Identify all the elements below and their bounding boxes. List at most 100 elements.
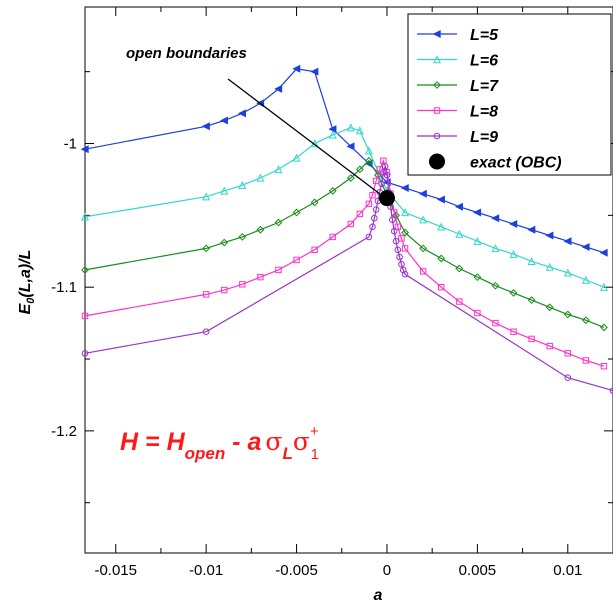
data-point — [401, 270, 409, 278]
data-point — [563, 237, 572, 246]
legend-label: L=8 — [470, 104, 498, 121]
data-point — [400, 184, 409, 193]
data-point — [455, 264, 464, 273]
data-point — [398, 260, 405, 268]
x-tick-label: -0.015 — [94, 562, 137, 579]
data-point — [609, 387, 613, 394]
data-point — [274, 165, 283, 174]
data-point — [219, 116, 228, 125]
data-point — [401, 245, 409, 252]
data-point — [545, 303, 554, 312]
legend-marker — [432, 29, 441, 39]
data-point — [436, 195, 445, 204]
data-point — [220, 238, 229, 247]
data-point — [401, 228, 409, 237]
data-point — [600, 323, 608, 332]
data-point — [473, 273, 482, 282]
data-point — [346, 123, 355, 132]
data-point — [509, 219, 518, 228]
data-point — [527, 225, 536, 234]
data-point — [202, 328, 210, 336]
data-point — [581, 275, 590, 284]
data-point — [81, 266, 89, 274]
data-point — [365, 233, 373, 241]
axis-ticks: -0.015 -0.01 -0.005 0 0.005 0.01 -1 -1.1 -1.2 — [51, 7, 613, 579]
data-point — [599, 248, 608, 257]
data-point — [581, 242, 590, 251]
data-point — [81, 312, 89, 320]
legend-marker — [433, 81, 441, 89]
data-point — [380, 157, 387, 164]
data-point — [509, 289, 518, 297]
data-point — [378, 180, 385, 188]
legend-label: L=5 — [470, 27, 499, 44]
data-point — [238, 232, 247, 241]
data-point — [392, 237, 400, 245]
data-point — [372, 206, 380, 213]
legend: L=5 L=6 L=7 L=8 L=9 exact (OBC) — [407, 13, 612, 176]
x-tick-label: 0 — [383, 562, 391, 579]
data-point — [492, 319, 499, 327]
data-point — [527, 296, 536, 305]
data-point — [257, 273, 264, 281]
data-point — [80, 212, 90, 221]
legend-box — [407, 13, 612, 176]
data-point — [80, 145, 89, 154]
data-point — [346, 174, 355, 182]
data-point — [364, 146, 373, 155]
data-point — [394, 246, 402, 254]
data-point — [369, 192, 376, 199]
data-point — [582, 357, 590, 364]
data-point — [239, 281, 246, 288]
plot-frame — [84, 6, 613, 554]
data-point — [221, 286, 228, 294]
data-point — [473, 236, 482, 245]
data-point — [455, 229, 464, 238]
x-tick-label: 0.005 — [459, 562, 497, 579]
data-point — [201, 122, 210, 131]
data-point — [346, 142, 355, 151]
data-point — [491, 214, 500, 223]
annotation-open-boundaries: open boundaries — [126, 45, 381, 195]
data-point — [418, 189, 427, 198]
series-line — [84, 158, 605, 367]
data-point — [599, 282, 608, 291]
data-point — [419, 215, 428, 224]
data-point — [528, 335, 535, 343]
data-point — [581, 316, 590, 325]
data-point — [310, 67, 319, 76]
data-point — [274, 84, 283, 93]
series-l-7 — [81, 156, 608, 332]
data-point — [394, 223, 402, 231]
data-point — [292, 153, 301, 162]
data-point — [293, 256, 300, 264]
x-tick-label: -0.01 — [189, 562, 223, 579]
data-point — [311, 246, 318, 254]
data-point — [437, 254, 446, 263]
legend-marker — [429, 153, 445, 170]
data-point — [220, 186, 229, 195]
legend-label: L=9 — [470, 129, 498, 146]
series-l-8 — [81, 157, 608, 370]
legend-marker — [433, 132, 441, 140]
data-point — [81, 349, 89, 357]
data-point — [491, 281, 500, 290]
data-point — [347, 220, 355, 228]
data-point — [356, 210, 364, 218]
data-point — [401, 208, 410, 217]
data-point — [310, 198, 319, 207]
data-point — [202, 192, 211, 201]
data-point — [454, 202, 464, 211]
data-point — [546, 342, 553, 350]
data-point — [563, 310, 572, 319]
data-point — [202, 244, 211, 253]
data-point — [438, 283, 445, 291]
series-l-9 — [81, 163, 613, 394]
data-point — [545, 231, 554, 240]
data-point — [328, 187, 337, 195]
data-point — [237, 109, 247, 118]
data-point — [456, 298, 463, 305]
data-point — [378, 190, 395, 207]
y-tick-label: -1 — [64, 136, 77, 153]
